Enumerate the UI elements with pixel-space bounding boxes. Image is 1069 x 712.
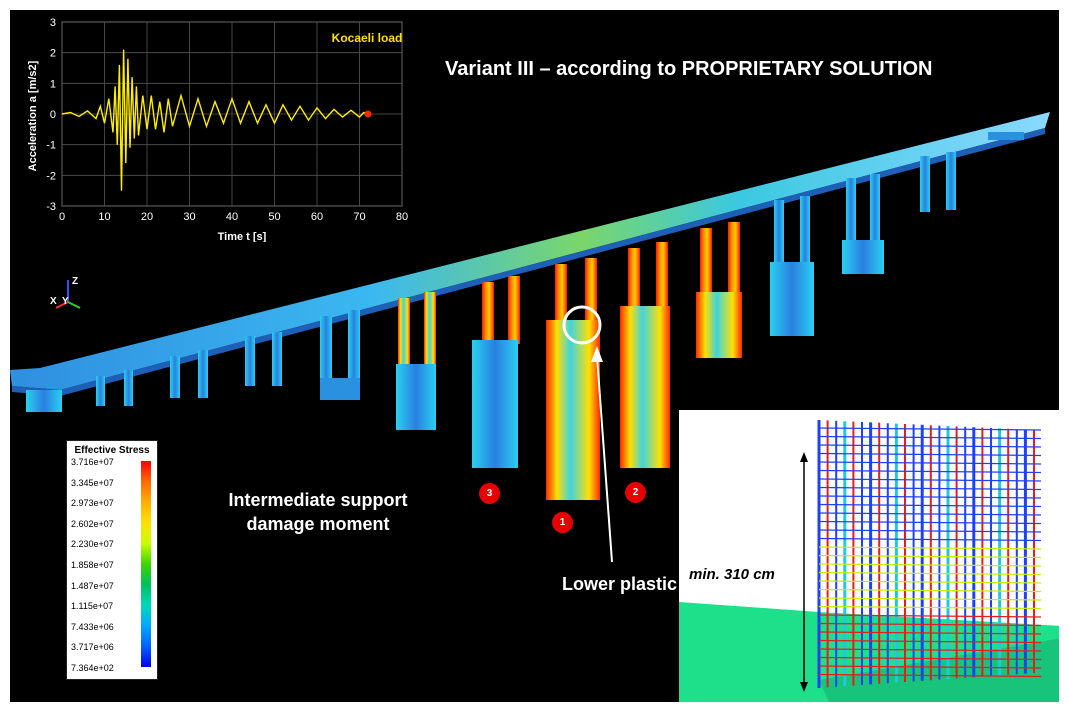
rebar-stirrup	[818, 546, 1042, 550]
rebar-stirrup	[818, 461, 1042, 465]
rebar-stirrup	[818, 486, 1042, 491]
rebar-stirrup	[818, 512, 1042, 516]
rebar-stirrup	[818, 495, 1042, 499]
hinge-pointer-arrowhead	[591, 346, 603, 362]
rebar-stirrup	[818, 554, 1042, 559]
rebar-stirrup	[818, 503, 1042, 508]
legend-value: 3.345e+07	[71, 477, 114, 488]
bridge-deck	[10, 112, 1050, 390]
damage-caption-line1: Intermediate support	[228, 490, 408, 510]
rebar-stirrup	[818, 631, 1042, 635]
x-tick-label: 70	[353, 211, 365, 223]
axis-y-label: Y	[62, 296, 69, 307]
pier-badge-2: 2	[625, 482, 646, 503]
axis-triad-icon: Z X Y	[50, 276, 81, 309]
series-end-marker	[364, 110, 372, 118]
legend-value: 1.858e+07	[71, 560, 114, 570]
chart-title: Kocaeli load	[332, 31, 403, 45]
rebar-stirrup	[818, 469, 1042, 474]
rebar-stirrup	[818, 656, 1042, 661]
x-tick-label: 50	[268, 211, 280, 223]
height-arrow-bottom	[800, 682, 808, 692]
y-tick-label: -1	[46, 140, 56, 152]
figure-title: Variant III – according to PROPRIETARY S…	[445, 58, 933, 80]
inset-height-label: min. 310 cm	[689, 566, 775, 583]
x-tick-label: 0	[59, 211, 65, 223]
rebar-stirrup	[818, 673, 1042, 678]
y-tick-label: 2	[50, 48, 56, 60]
y-tick-label: -3	[46, 201, 56, 213]
rebar-grid	[817, 420, 1042, 688]
rebar-stirrup	[818, 529, 1042, 533]
pier-badge-3: 3	[479, 483, 500, 504]
axis-x-label: X	[50, 296, 57, 307]
right-piers	[770, 132, 1024, 336]
pier-badge-1: 1	[552, 512, 573, 533]
plastic-hinge-highlight	[562, 305, 602, 345]
reinforcement-detail-inset: min. 310 cm	[679, 410, 1062, 702]
legend-value: 3.717e+06	[71, 642, 114, 653]
acceleration-series-line	[61, 49, 369, 191]
y-tick-label: 1	[50, 78, 56, 90]
rebar-stirrup	[818, 563, 1042, 567]
legend-value: 7.364e+02	[71, 663, 114, 673]
stress-legend: Effective Stress 3.716e+07 3.345e+07 2.973…	[66, 440, 158, 680]
rebar-stirrup	[818, 597, 1042, 601]
legend-value: 2.973e+07	[71, 498, 114, 509]
legend-value: 7.433e+06	[71, 621, 114, 632]
hinge-pointer-line	[596, 355, 613, 563]
rebar-stirrup	[818, 580, 1042, 584]
legend-title: Effective Stress	[74, 445, 150, 456]
rebar-stirrup	[818, 614, 1042, 618]
chart-y-axis-label: Acceleration a [m/s2]	[27, 60, 39, 171]
legend-value: 3.716e+07	[71, 457, 114, 467]
x-tick-label: 30	[183, 211, 195, 223]
rebar-stirrup	[818, 588, 1042, 593]
damage-caption: Intermediate support damage moment	[198, 488, 438, 536]
rebar-stirrup	[818, 435, 1042, 440]
rebar-stirrup	[818, 639, 1042, 644]
reinforcement-cage	[679, 420, 1062, 702]
rebar-stirrup	[818, 520, 1042, 525]
x-tick-label: 80	[396, 211, 408, 223]
rebar-stirrup	[818, 648, 1042, 652]
rebar-stirrup	[818, 622, 1042, 627]
rebar-stirrup	[818, 665, 1042, 669]
left-piers	[96, 310, 360, 406]
rebar-stirrup	[818, 571, 1042, 576]
axis-z-label: Z	[72, 276, 78, 287]
height-arrow-top	[800, 452, 808, 462]
damaged-piers	[472, 222, 742, 500]
rebar-stirrup	[818, 444, 1042, 448]
y-tick-label: 0	[50, 109, 56, 121]
rebar-stirrup	[818, 537, 1042, 542]
rebar-stirrup	[818, 427, 1042, 431]
ground-slab-shade	[819, 638, 1062, 702]
abutment-left	[26, 390, 62, 412]
x-tick-label: 60	[311, 211, 323, 223]
legend-value: 1.487e+07	[71, 580, 114, 591]
rebar-stirrup	[818, 452, 1042, 457]
y-tick-label: -2	[46, 170, 56, 182]
y-tick-label: 3	[50, 17, 56, 29]
rebar-stirrup	[818, 605, 1042, 610]
pier-with-block	[396, 292, 436, 430]
x-tick-label: 40	[226, 211, 238, 223]
legend-value: 2.602e+07	[71, 518, 114, 529]
rebar-stirrup	[818, 478, 1042, 482]
legend-value: 2.230e+07	[71, 539, 114, 550]
damage-caption-line2: damage moment	[246, 514, 390, 534]
x-tick-label: 20	[141, 211, 153, 223]
x-tick-label: 10	[98, 211, 110, 223]
legend-value: 1.115e+07	[71, 601, 114, 612]
legend-color-bar	[141, 461, 151, 667]
chart-x-axis-label: Time t [s]	[218, 231, 267, 242]
